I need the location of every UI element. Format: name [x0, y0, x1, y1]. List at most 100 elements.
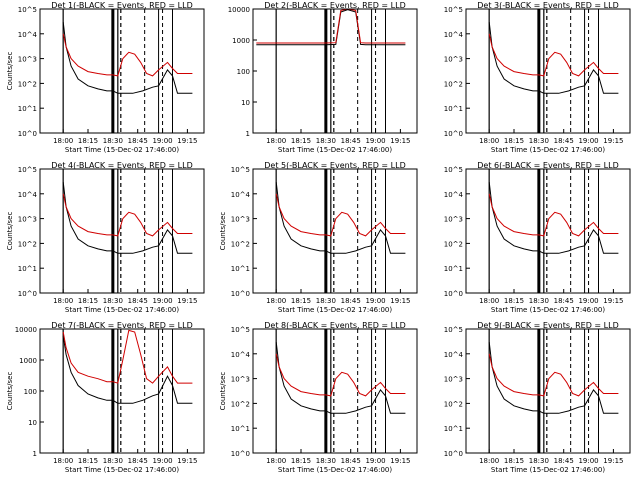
lld-series-line: [488, 33, 619, 77]
lld-series-line: [488, 193, 619, 237]
panel-det-7: 1 10 100 1000 10000 18:00 18:15 18:30 18:45 19:00…: [6, 321, 205, 474]
y-tick-label: 10^0: [18, 130, 37, 138]
y-axis-label: Counts/sec: [6, 212, 14, 251]
x-tick-label: 18:00: [53, 457, 73, 465]
x-tick-label: 18:00: [479, 137, 499, 145]
events-series-line: [275, 341, 406, 414]
x-tick-label: 19:00: [365, 297, 385, 305]
x-tick-label: 18:30: [103, 137, 123, 145]
y-tick-label: 10^0: [444, 450, 463, 458]
x-axis-label: Start Time (15-Dec-02 17:46:00): [491, 306, 605, 314]
x-tick-label: 19:15: [603, 137, 623, 145]
panel-det-1: 10^0 10^1 10^2 10^3 10^4 10^5 18:00 18:15 18:30 1…: [6, 1, 205, 154]
y-tick-label: 1000: [19, 357, 37, 365]
y-tick-label: 10^1: [231, 265, 250, 273]
panel-title: Det 8(-BLACK = Events, RED = LLD: [264, 321, 405, 330]
y-axis-label: Counts/sec: [219, 372, 227, 411]
x-axis-label: Start Time (15-Dec-02 17:46:00): [278, 466, 392, 474]
panel-title: Det 9(-BLACK = Events, RED = LLD: [477, 321, 618, 330]
x-tick-label: 19:00: [578, 297, 598, 305]
x-tick-label: 18:00: [53, 297, 73, 305]
y-axis-label: Counts/sec: [6, 372, 14, 411]
y-tick-label: 10^4: [231, 191, 251, 199]
y-tick-label: 10^4: [231, 351, 251, 359]
y-tick-label: 10^4: [18, 31, 38, 39]
plot-frame: [465, 328, 631, 454]
x-tick-label: 19:00: [578, 137, 598, 145]
x-tick-label: 18:45: [554, 297, 574, 305]
y-tick-label: 100: [24, 388, 37, 396]
y-tick-label: 10^1: [18, 105, 37, 113]
x-tick-label: 19:15: [603, 457, 623, 465]
y-tick-label: 10^2: [18, 80, 37, 88]
x-axis-label: Start Time (15-Dec-02 17:46:00): [65, 306, 179, 314]
panel-det-8: 10^0 10^1 10^2 10^3 10^4 10^5 18:00 18:15 18:30 1…: [219, 321, 418, 474]
lld-series-line: [256, 8, 406, 44]
x-tick-label: 18:30: [316, 457, 336, 465]
x-axis-label: Start Time (15-Dec-02 17:46:00): [491, 146, 605, 154]
y-tick-label: 100: [237, 68, 250, 76]
y-tick-label: 10^2: [231, 400, 250, 408]
x-tick-label: 19:15: [177, 297, 197, 305]
y-tick-label: 10^1: [18, 265, 37, 273]
x-axis-label: Start Time (15-Dec-02 17:46:00): [491, 466, 605, 474]
x-tick-label: 19:00: [152, 457, 172, 465]
y-tick-label: 10^1: [444, 105, 463, 113]
panel-title: Det 3(-BLACK = Events, RED = LLD: [477, 1, 618, 10]
y-tick-label: 10^4: [444, 31, 464, 39]
x-tick-label: 19:00: [578, 457, 598, 465]
panel-det-9: 10^0 10^1 10^2 10^3 10^4 10^5 18:00 18:15 18:30 1…: [444, 321, 631, 474]
x-tick-label: 18:30: [316, 297, 336, 305]
y-tick-label: 10^3: [444, 376, 463, 384]
y-tick-label: 10^0: [444, 290, 463, 298]
x-tick-label: 19:15: [390, 137, 410, 145]
y-tick-label: 10^5: [231, 166, 250, 174]
plot-frame: [252, 328, 418, 454]
y-tick-label: 10^2: [231, 240, 250, 248]
y-tick-label: 10^5: [444, 326, 463, 334]
y-tick-label: 10^3: [231, 216, 250, 224]
x-tick-label: 19:15: [390, 297, 410, 305]
panel-title: Det 7(-BLACK = Events, RED = LLD: [51, 321, 192, 330]
x-tick-label: 18:15: [78, 137, 98, 145]
x-axis-label: Start Time (15-Dec-02 17:46:00): [278, 306, 392, 314]
events-series-line: [488, 181, 619, 254]
x-tick-label: 18:30: [529, 137, 549, 145]
lld-series-line: [275, 193, 406, 237]
y-tick-label: 10^4: [444, 191, 464, 199]
y-tick-label: 10^2: [18, 240, 37, 248]
plot-frame: [252, 8, 418, 134]
x-tick-label: 18:15: [504, 297, 524, 305]
x-tick-label: 18:45: [128, 297, 148, 305]
y-tick-label: 1: [33, 450, 37, 458]
x-tick-label: 18:00: [266, 457, 286, 465]
y-tick-label: 1: [246, 130, 250, 138]
y-tick-label: 10^3: [18, 56, 37, 64]
y-tick-label: 10^2: [444, 240, 463, 248]
x-tick-label: 18:00: [266, 297, 286, 305]
x-tick-label: 18:00: [479, 457, 499, 465]
events-series-line: [62, 335, 193, 404]
plot-frame: [465, 8, 631, 134]
y-tick-label: 10^0: [231, 290, 250, 298]
plot-frame: [465, 168, 631, 294]
events-series-line: [488, 21, 619, 94]
y-axis-label: Counts/sec: [6, 52, 14, 91]
x-tick-label: 18:45: [554, 457, 574, 465]
x-tick-label: 18:30: [103, 297, 123, 305]
panel-title: Det 1(-BLACK = Events, RED = LLD: [51, 1, 192, 10]
y-tick-label: 10000: [228, 6, 250, 14]
x-tick-label: 19:00: [152, 297, 172, 305]
y-tick-label: 10: [241, 99, 250, 107]
y-tick-label: 10^5: [18, 6, 37, 14]
panel-title: Det 5(-BLACK = Events, RED = LLD: [264, 161, 405, 170]
lld-series-line: [62, 329, 193, 384]
x-tick-label: 19:00: [152, 137, 172, 145]
panel-det-2: 1 10 100 1000 10000 18:00 18:15 18:30 18:45 19:00…: [228, 1, 418, 154]
panel-title: Det 2(-BLACK = Events, RED = LLD: [264, 1, 405, 10]
x-tick-label: 19:15: [603, 297, 623, 305]
x-tick-label: 18:30: [529, 457, 549, 465]
lld-series-line: [62, 33, 193, 77]
y-tick-label: 10^5: [444, 6, 463, 14]
plot-frame: [39, 168, 205, 294]
